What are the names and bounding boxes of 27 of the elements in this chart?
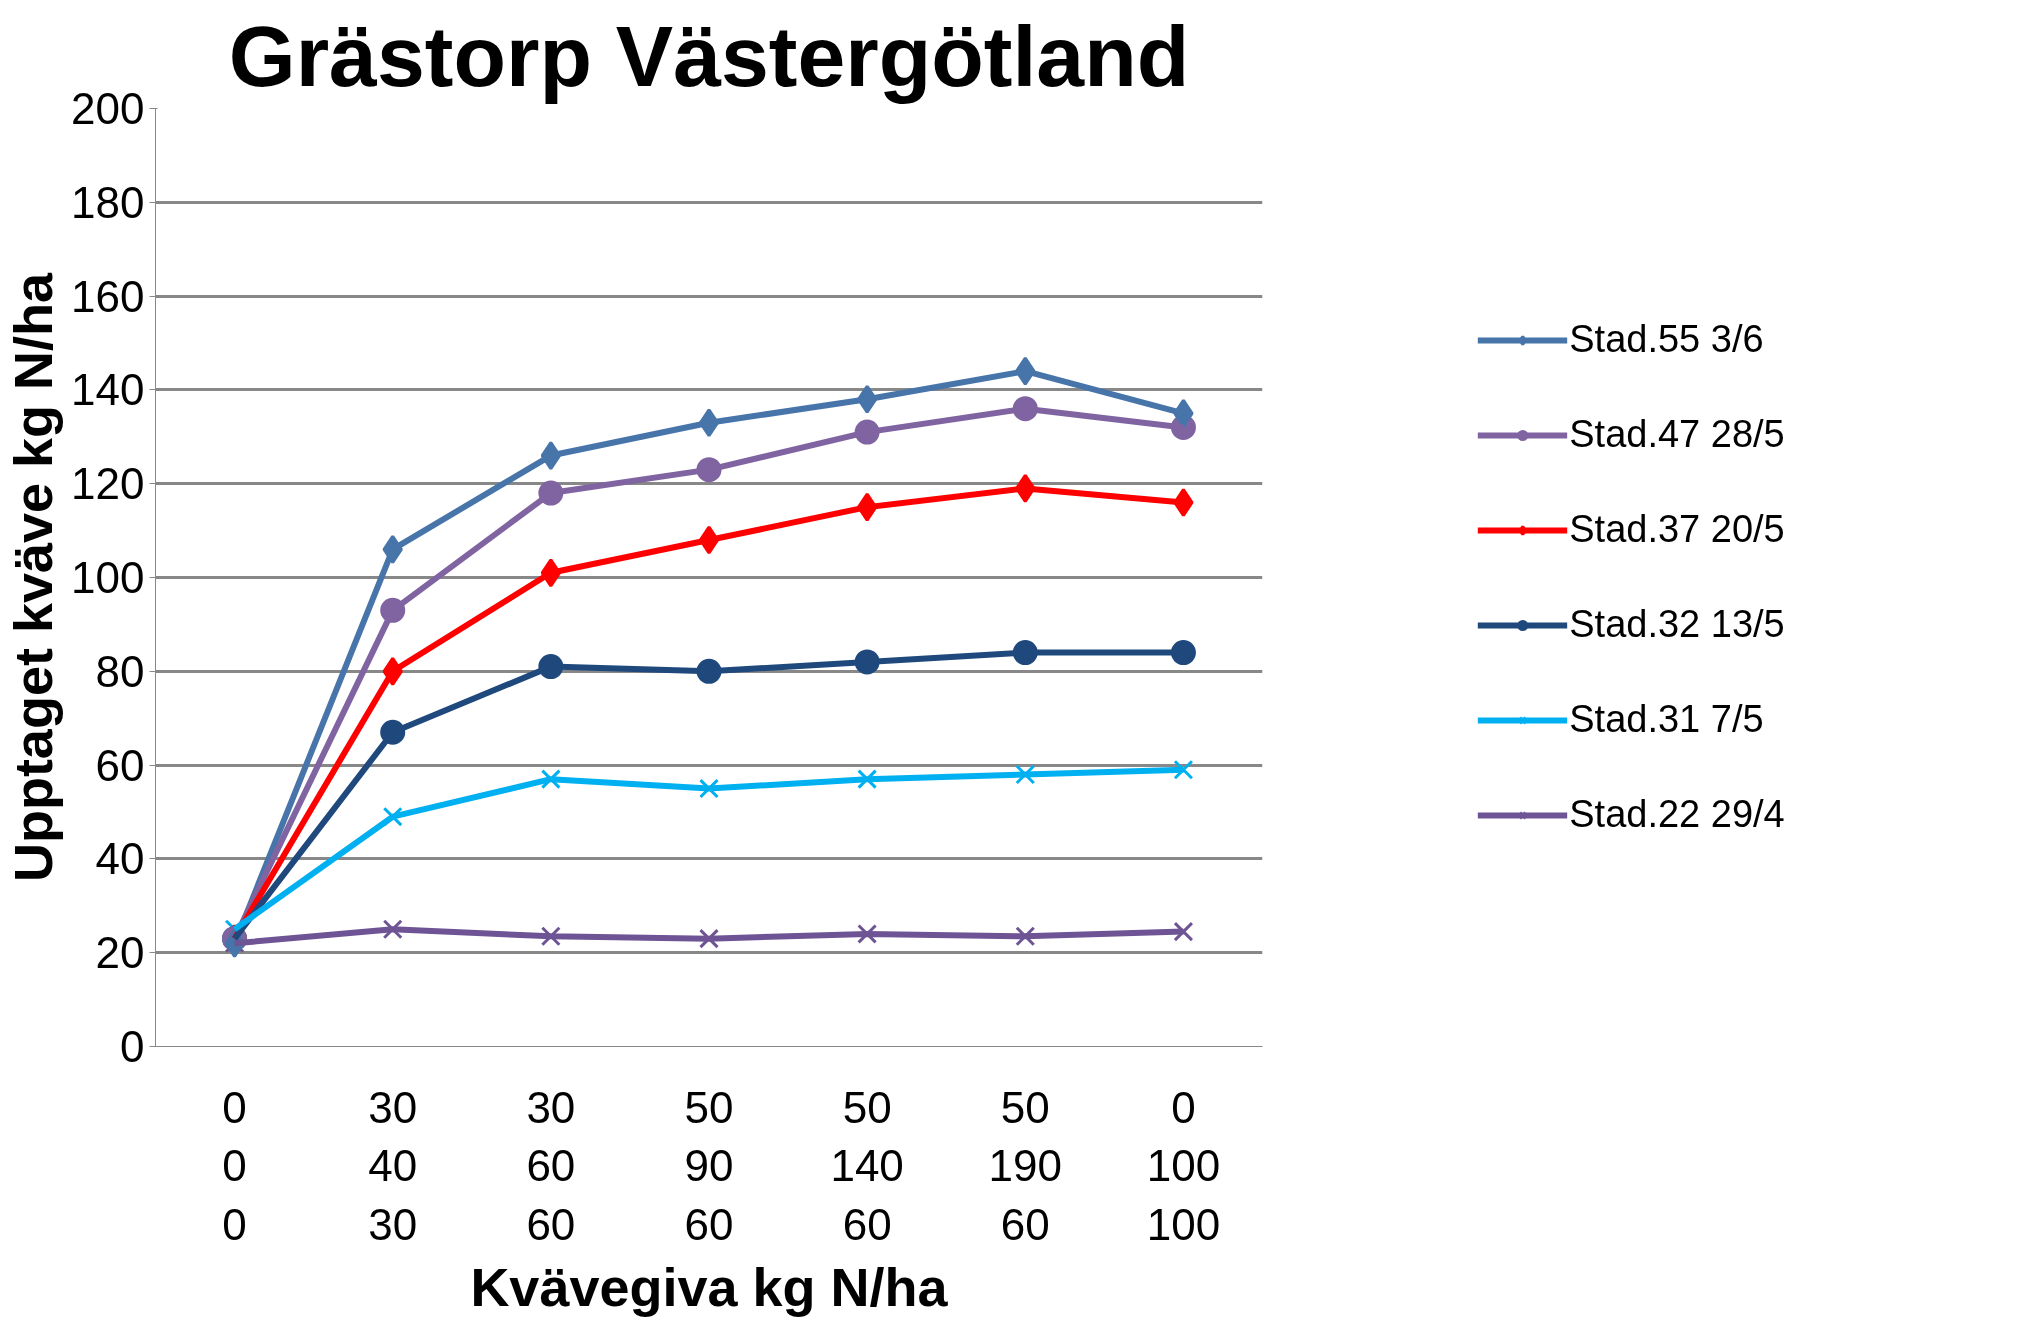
x-tick-label: 0 0 0 [222, 1082, 247, 1250]
y-axis-title: Upptaget kväve kg N/ha [3, 271, 64, 883]
y-tick-label: 200 [71, 84, 145, 133]
y-tick-label: 120 [71, 459, 145, 509]
y-tick-label: 80 [95, 646, 145, 696]
legend-label: Stad.31 7/5 [1569, 698, 1764, 741]
y-tick-label: 160 [71, 271, 145, 321]
y-tick-label: 140 [71, 365, 145, 415]
legend-label: Stad.22 29/4 [1569, 793, 1785, 836]
legend-label: Stad.55 3/6 [1569, 318, 1764, 361]
legend-label: Stad.37 20/5 [1569, 508, 1785, 551]
y-tick-label: 100 [71, 553, 145, 602]
y-tick-label: 40 [95, 834, 145, 884]
legend-label: Stad.32 13/5 [1569, 603, 1785, 646]
y-tick-label: 20 [95, 928, 145, 978]
y-tick-label: 0 [120, 1022, 145, 1071]
x-tick-label: 50 90 60 [684, 1082, 734, 1250]
legend-label: Stad.47 28/5 [1569, 413, 1785, 456]
x-axis-title: Kvävegiva kg N/ha [470, 1257, 949, 1318]
x-tick-label: 30 40 30 [368, 1082, 418, 1250]
y-tick-label: 180 [71, 177, 145, 227]
y-tick-label: 60 [95, 740, 145, 790]
x-tick-label: 50 190 60 [988, 1082, 1062, 1250]
x-tick-label: 50 140 60 [830, 1082, 904, 1250]
chart-title: Grästorp Västergötland [228, 7, 1190, 104]
x-tick-label: 0 100 100 [1146, 1082, 1221, 1250]
x-tick-label: 30 60 60 [526, 1082, 576, 1250]
